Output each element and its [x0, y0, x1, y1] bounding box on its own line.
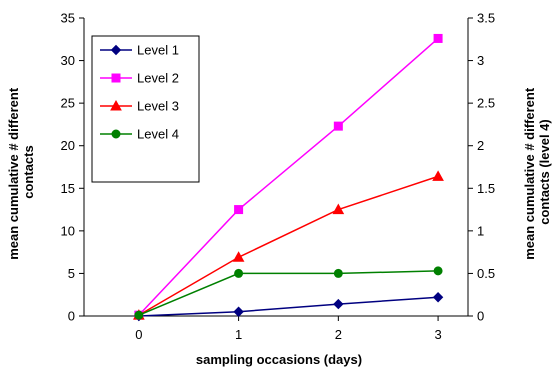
- legend-item: Level 3: [100, 99, 179, 114]
- legend-label: Level 2: [137, 71, 179, 86]
- legend-item: Level 2: [100, 71, 179, 86]
- series-level-4: [134, 266, 443, 320]
- y-tick-label: 30: [61, 53, 75, 68]
- data-point: [333, 121, 343, 131]
- data-point: [233, 306, 244, 317]
- data-point: [433, 33, 443, 43]
- y-tick-label: 35: [61, 11, 75, 26]
- right-y-tick-label: 1: [477, 223, 484, 238]
- legend-item: Level 4: [100, 127, 179, 142]
- series-line: [138, 270, 439, 316]
- legend-label: Level 4: [137, 127, 179, 142]
- data-point: [134, 310, 144, 320]
- legend-label: Level 3: [137, 99, 179, 114]
- y-tick-label: 20: [61, 138, 75, 153]
- right-y-tick-label: 2: [477, 138, 484, 153]
- data-point: [234, 205, 244, 215]
- right-y-axis-title-line-2: contacts (level 4): [537, 119, 552, 225]
- legend-box: [91, 35, 200, 183]
- data-point: [332, 203, 345, 215]
- y-tick-label: 10: [61, 223, 75, 238]
- data-point: [433, 266, 443, 276]
- y-tick-label: 0: [68, 309, 75, 324]
- right-y-tick-label: 0: [477, 309, 484, 324]
- data-point: [333, 298, 344, 310]
- legend-marker: [110, 99, 122, 111]
- legend-item: Level 1: [100, 43, 179, 58]
- x-tick-label: 0: [135, 327, 142, 342]
- data-point: [432, 170, 444, 181]
- y-axis-title: mean cumulative # different contacts: [6, 84, 36, 260]
- x-tick-label: 2: [335, 327, 342, 342]
- right-y-tick-label: 3: [477, 53, 484, 68]
- x-axis-title: sampling occasions (days): [196, 352, 362, 367]
- right-y-tick-label: 3.5: [477, 11, 495, 26]
- y-axis-title-line-1: mean cumulative # different: [6, 87, 21, 260]
- right-y-tick-label: 1.5: [477, 181, 495, 196]
- legend-marker: [111, 73, 121, 83]
- legend-marker: [111, 129, 121, 139]
- y-axis-title-line-2: contacts: [21, 145, 36, 198]
- right-y-tick-label: 0.5: [477, 266, 495, 281]
- data-point: [333, 268, 343, 278]
- series-line: [138, 296, 439, 317]
- legend-label: Level 1: [137, 43, 179, 58]
- x-tick-label: 1: [235, 327, 242, 342]
- data-point: [432, 292, 444, 303]
- y-tick-label: 15: [61, 181, 75, 196]
- series-line: [138, 37, 439, 316]
- y-tick-label: 5: [68, 266, 75, 281]
- y-tick-label: 25: [61, 96, 75, 111]
- right-y-tick-label: 2.5: [477, 96, 495, 111]
- right-y-axis-title-line-1: mean cumulative # different: [522, 87, 537, 260]
- x-tick-label: 3: [434, 327, 441, 342]
- data-point: [232, 251, 245, 262]
- series-line: [138, 175, 439, 316]
- right-y-axis-title: mean cumulative # different contacts (le…: [522, 84, 552, 260]
- legend-marker: [110, 44, 122, 56]
- data-point: [234, 268, 244, 278]
